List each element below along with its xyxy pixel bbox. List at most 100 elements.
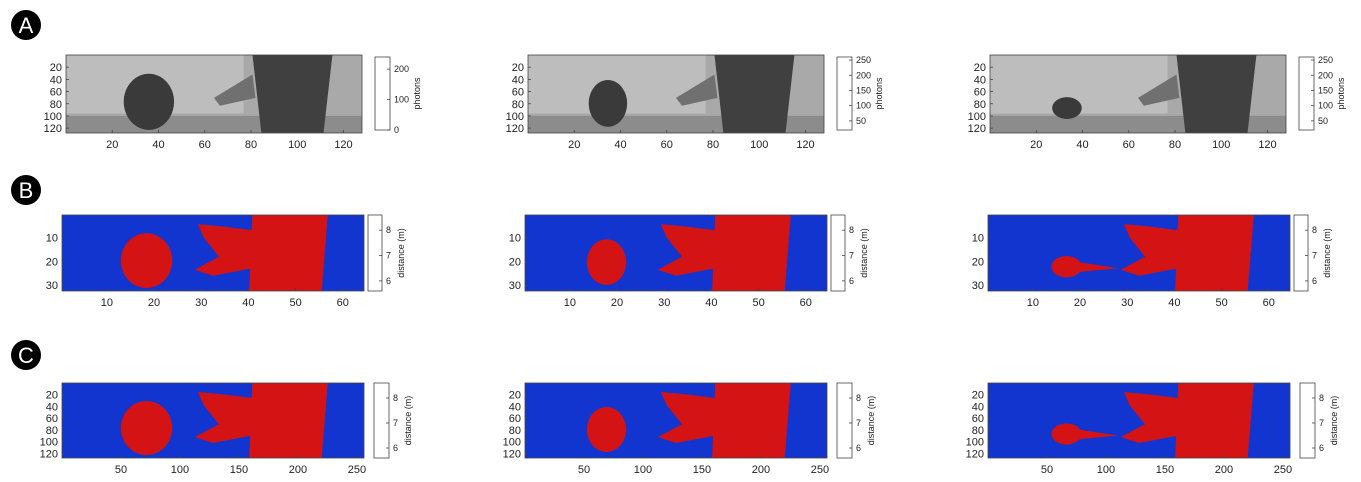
person (249, 383, 328, 458)
y-tick-label: 60 (512, 87, 524, 99)
x-tick-label: 100 (288, 139, 306, 151)
x-tick-label: 60 (1123, 139, 1135, 151)
colorbar (837, 383, 852, 458)
colorbar-tick-label: 50 (856, 116, 866, 126)
y-tick-label: 100 (503, 437, 521, 449)
colorbar-tick-label: 6 (1319, 443, 1324, 453)
person (712, 215, 791, 291)
colorbar-tick-label: 8 (393, 393, 398, 403)
y-tick-label: 40 (509, 401, 521, 413)
balloon (1051, 424, 1081, 445)
person (252, 55, 332, 133)
x-tick-label: 60 (800, 297, 812, 309)
x-tick-label: 100 (750, 139, 768, 151)
colorbar-label: distance (m) (859, 228, 869, 278)
x-tick-label: 30 (195, 297, 207, 309)
y-tick-label: 40 (512, 74, 524, 86)
x-tick-label: 60 (337, 297, 349, 309)
x-tick-label: 250 (348, 464, 366, 476)
image (988, 215, 1290, 291)
x-tick-label: 200 (1215, 464, 1233, 476)
y-tick-label: 80 (512, 99, 524, 111)
colorbar-tick-label: 8 (856, 393, 861, 403)
figure: ABC20406080100120204060801001200100200ph… (0, 0, 1361, 477)
x-tick-label: 30 (658, 297, 670, 309)
x-tick-label: 250 (1274, 464, 1292, 476)
x-tick-label: 50 (752, 297, 764, 309)
x-tick-label: 20 (106, 139, 118, 151)
image (66, 55, 362, 133)
x-tick-label: 30 (1121, 297, 1133, 309)
image (528, 55, 824, 133)
y-tick-label: 20 (46, 390, 58, 402)
colorbar-label: photons (412, 77, 422, 110)
y-tick-label: 30 (46, 280, 58, 292)
y-tick-label: 80 (46, 425, 58, 437)
x-tick-label: 80 (1169, 139, 1181, 151)
x-tick-label: 100 (634, 464, 652, 476)
colorbar (1300, 383, 1315, 458)
balloon (124, 74, 174, 130)
balloon (1052, 97, 1082, 119)
balloon (121, 401, 172, 455)
x-tick-label: 20 (1074, 297, 1086, 309)
colorbar-tick-label: 50 (1318, 116, 1328, 126)
y-tick-label: 40 (46, 401, 58, 413)
colorbar-label: distance (m) (403, 396, 413, 446)
colorbar (375, 57, 390, 130)
colorbar (368, 215, 382, 291)
colorbar-tick-label: 7 (386, 251, 391, 261)
image (525, 383, 827, 458)
colorbar-tick-label: 6 (849, 276, 854, 286)
colorbar-label: distance (m) (1322, 228, 1332, 278)
y-tick-label: 100 (40, 437, 58, 449)
x-tick-label: 20 (1030, 139, 1042, 151)
x-tick-label: 40 (152, 139, 164, 151)
colorbar-tick-label: 0 (394, 125, 399, 135)
y-tick-label: 60 (50, 87, 62, 99)
x-tick-label: 80 (245, 139, 257, 151)
y-tick-label: 40 (972, 401, 984, 413)
x-tick-label: 10 (101, 297, 113, 309)
image (525, 215, 827, 291)
colorbar (1294, 215, 1308, 291)
colorbar-label: distance (m) (396, 228, 406, 278)
y-tick-label: 60 (46, 413, 58, 425)
colorbar-tick-label: 100 (856, 101, 871, 111)
colorbar (374, 383, 389, 458)
balloon (121, 233, 172, 288)
y-tick-label: 80 (974, 99, 986, 111)
colorbar-tick-label: 100 (1318, 101, 1333, 111)
panel-letter: A (19, 13, 34, 38)
colorbar-tick-label: 250 (856, 55, 871, 65)
x-tick-label: 20 (148, 297, 160, 309)
balloon (589, 80, 627, 127)
y-tick-label: 120 (40, 448, 58, 460)
colorbar-tick-label: 7 (1312, 251, 1317, 261)
y-tick-label: 60 (972, 413, 984, 425)
x-tick-label: 200 (289, 464, 307, 476)
person (1176, 55, 1256, 133)
x-tick-label: 50 (578, 464, 590, 476)
balloon (587, 239, 626, 285)
x-tick-label: 100 (1097, 464, 1115, 476)
colorbar-tick-label: 250 (1318, 55, 1333, 65)
y-tick-label: 30 (972, 280, 984, 292)
y-tick-label: 100 (968, 111, 986, 123)
person (712, 383, 791, 458)
y-tick-label: 10 (972, 233, 984, 245)
colorbar-tick-label: 7 (1319, 418, 1324, 428)
x-tick-label: 40 (705, 297, 717, 309)
y-tick-label: 30 (509, 280, 521, 292)
x-tick-label: 200 (752, 464, 770, 476)
colorbar-label: photons (1336, 77, 1346, 110)
x-tick-label: 50 (115, 464, 127, 476)
y-tick-label: 20 (974, 62, 986, 74)
x-tick-label: 10 (564, 297, 576, 309)
image (62, 215, 364, 291)
y-tick-label: 20 (46, 256, 58, 268)
y-tick-label: 80 (509, 425, 521, 437)
y-tick-label: 100 (966, 437, 984, 449)
person (1175, 383, 1254, 458)
y-tick-label: 100 (506, 111, 524, 123)
